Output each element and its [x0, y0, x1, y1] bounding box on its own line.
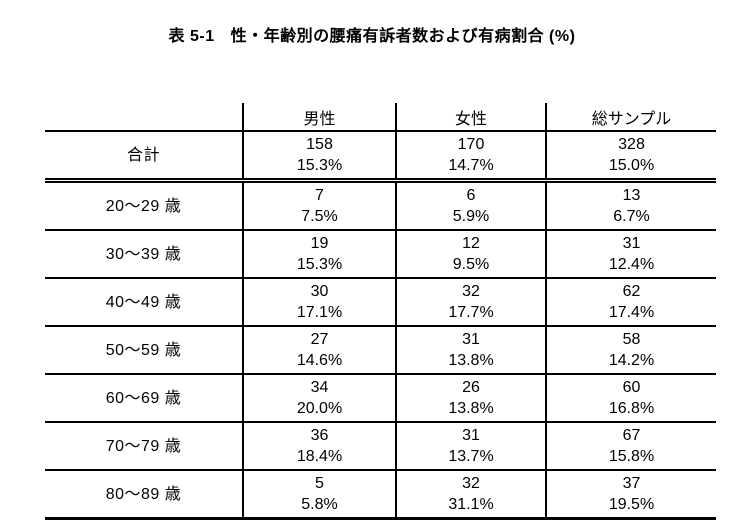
data-cell: 26 13.8% [395, 374, 546, 423]
prevalence-table: 男性 女性 総サンプル 合計 158 15.3% 170 14.7% 328 15.0% 20… [45, 103, 716, 520]
percent-value: 13.8% [448, 400, 494, 417]
percent-value: 15.3% [296, 157, 343, 174]
percent-value: 15.3% [296, 256, 343, 273]
percent-value: 17.1% [296, 304, 343, 321]
table-row-age-2: 40〜49 歳 30 17.1% 32 17.7% 62 17.4% [45, 278, 716, 327]
count-value: 27 [310, 331, 329, 348]
count-value: 158 [306, 136, 333, 153]
percent-value: 17.4% [608, 304, 655, 321]
data-cell: 37 19.5% [545, 470, 716, 520]
data-cell: 31 13.7% [395, 422, 546, 471]
data-cell: 58 14.2% [545, 326, 716, 375]
percent-value: 31.1% [448, 496, 494, 513]
count-value: 32 [462, 475, 480, 492]
row-label: 30〜39 歳 [45, 230, 243, 279]
percent-value: 14.7% [448, 157, 494, 174]
table-row-age-1: 30〜39 歳 19 15.3% 12 9.5% 31 12.4% [45, 230, 716, 279]
table-row-total: 合計 158 15.3% 170 14.7% 328 15.0% [45, 131, 716, 183]
row-label: 40〜49 歳 [45, 278, 243, 327]
data-cell: 27 14.6% [242, 326, 396, 375]
data-cell: 31 12.4% [545, 230, 716, 279]
percent-value: 19.5% [608, 496, 655, 513]
count-value: 6 [466, 187, 476, 204]
data-cell: 328 15.0% [545, 131, 716, 183]
data-cell: 67 15.8% [545, 422, 716, 471]
row-label: 合計 [45, 131, 243, 183]
count-value: 328 [618, 136, 645, 153]
data-cell: 32 31.1% [395, 470, 546, 520]
data-cell: 5 5.8% [242, 470, 396, 520]
percent-value: 13.7% [448, 448, 494, 465]
percent-value: 17.7% [448, 304, 494, 321]
data-cell: 7 7.5% [242, 180, 396, 231]
percent-value: 15.8% [608, 448, 655, 465]
percent-value: 7.5% [301, 208, 338, 225]
table-row-age-4: 60〜69 歳 34 20.0% 26 13.8% 60 16.8% [45, 374, 716, 423]
table-caption: 表 5-1 性・年齢別の腰痛有訴者数および有病割合 (%) [0, 0, 744, 46]
count-value: 34 [310, 379, 329, 396]
data-cell: 32 17.7% [395, 278, 546, 327]
count-value: 26 [462, 379, 480, 396]
data-cell: 6 5.9% [395, 180, 546, 231]
table-row-age-5: 70〜79 歳 36 18.4% 31 13.7% 67 15.8% [45, 422, 716, 471]
row-label: 60〜69 歳 [45, 374, 243, 423]
data-cell: 62 17.4% [545, 278, 716, 327]
table-caption-number: 表 5-1 [168, 28, 215, 45]
count-value: 31 [462, 427, 480, 444]
percent-value: 13.8% [448, 352, 494, 369]
count-value: 32 [462, 283, 480, 300]
data-cell: 19 15.3% [242, 230, 396, 279]
percent-value: 15.0% [608, 157, 655, 174]
percent-value: 16.8% [608, 400, 655, 417]
percent-value: 5.9% [452, 208, 490, 225]
column-header-male: 男性 [242, 103, 396, 132]
row-label: 70〜79 歳 [45, 422, 243, 471]
data-cell: 13 6.7% [545, 180, 716, 231]
data-cell: 158 15.3% [242, 131, 396, 183]
data-cell: 170 14.7% [395, 131, 546, 183]
table-caption-text: 性・年齢別の腰痛有訴者数および有病割合 (%) [230, 28, 576, 45]
column-header-blank [45, 103, 243, 132]
data-cell: 60 16.8% [545, 374, 716, 423]
count-value: 62 [622, 283, 641, 300]
count-value: 170 [457, 136, 485, 153]
data-cell: 36 18.4% [242, 422, 396, 471]
count-value: 5 [315, 475, 324, 492]
data-cell: 30 17.1% [242, 278, 396, 327]
data-cell: 31 13.8% [395, 326, 546, 375]
percent-value: 5.8% [301, 496, 338, 513]
count-value: 30 [310, 283, 329, 300]
percent-value: 9.5% [452, 256, 490, 273]
count-value: 13 [622, 187, 641, 204]
count-value: 31 [622, 235, 641, 252]
row-label: 50〜59 歳 [45, 326, 243, 375]
column-header-female: 女性 [395, 103, 546, 132]
count-value: 36 [310, 427, 329, 444]
count-value: 19 [310, 235, 329, 252]
table-row-age-0: 20〜29 歳 7 7.5% 6 5.9% 13 6.7% [45, 180, 716, 231]
count-value: 7 [315, 187, 324, 204]
count-value: 60 [622, 379, 641, 396]
table-row-age-3: 50〜59 歳 27 14.6% 31 13.8% 58 14.2% [45, 326, 716, 375]
count-value: 67 [622, 427, 641, 444]
column-header-total-sample: 総サンプル [545, 103, 716, 132]
percent-value: 14.2% [608, 352, 655, 369]
row-label: 80〜89 歳 [45, 470, 243, 520]
percent-value: 12.4% [608, 256, 655, 273]
header-row: 男性 女性 総サンプル [45, 103, 716, 132]
count-value: 12 [462, 235, 480, 252]
data-cell: 34 20.0% [242, 374, 396, 423]
percent-value: 20.0% [296, 400, 343, 417]
count-value: 31 [462, 331, 480, 348]
count-value: 58 [622, 331, 641, 348]
count-value: 37 [622, 475, 641, 492]
percent-value: 14.6% [296, 352, 343, 369]
data-cell: 12 9.5% [395, 230, 546, 279]
table-row-age-6: 80〜89 歳 5 5.8% 32 31.1% 37 19.5% [45, 470, 716, 520]
percent-value: 6.7% [613, 208, 650, 225]
percent-value: 18.4% [296, 448, 343, 465]
row-label: 20〜29 歳 [45, 180, 243, 231]
